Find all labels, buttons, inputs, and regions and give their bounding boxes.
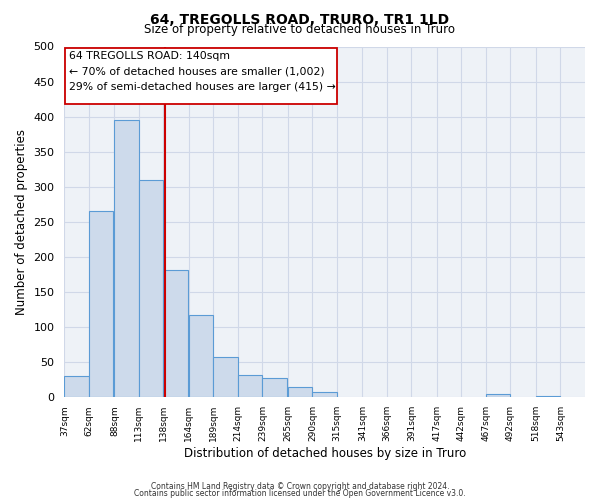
Bar [313, 392, 337, 398]
Text: Contains public sector information licensed under the Open Government Licence v3: Contains public sector information licen… [134, 489, 466, 498]
Bar [238, 375, 262, 398]
Bar [139, 180, 163, 398]
Bar [64, 376, 89, 398]
Bar [262, 378, 287, 398]
Text: Size of property relative to detached houses in Truro: Size of property relative to detached ho… [145, 22, 455, 36]
X-axis label: Distribution of detached houses by size in Truro: Distribution of detached houses by size … [184, 447, 466, 460]
Text: Contains HM Land Registry data © Crown copyright and database right 2024.: Contains HM Land Registry data © Crown c… [151, 482, 449, 491]
Bar [486, 394, 511, 398]
Bar [163, 270, 188, 398]
Bar [115, 120, 139, 398]
FancyBboxPatch shape [65, 48, 337, 104]
Bar [189, 316, 214, 398]
Y-axis label: Number of detached properties: Number of detached properties [15, 129, 28, 315]
Bar [214, 356, 238, 398]
Bar [89, 212, 113, 398]
Text: ← 70% of detached houses are smaller (1,002): ← 70% of detached houses are smaller (1,… [70, 66, 325, 76]
Text: 64, TREGOLLS ROAD, TRURO, TR1 1LD: 64, TREGOLLS ROAD, TRURO, TR1 1LD [151, 12, 449, 26]
Bar [536, 396, 560, 398]
Text: 64 TREGOLLS ROAD: 140sqm: 64 TREGOLLS ROAD: 140sqm [70, 50, 230, 60]
Bar [288, 387, 313, 398]
Text: 29% of semi-detached houses are larger (415) →: 29% of semi-detached houses are larger (… [70, 82, 336, 92]
